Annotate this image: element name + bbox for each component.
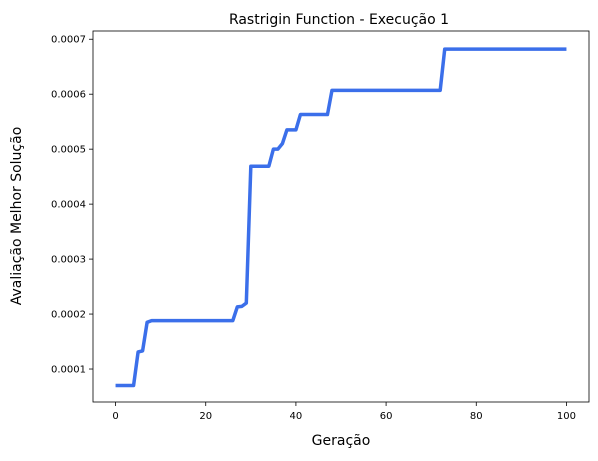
y-tick-label: 0.0004 [51, 200, 86, 211]
x-tick-label: 20 [199, 411, 212, 422]
x-tick-label: 40 [290, 411, 303, 422]
x-tick-label: 80 [470, 411, 483, 422]
x-axis-ticks: 0 20 40 60 80 100 [112, 402, 576, 422]
y-tick-label: 0.0007 [51, 35, 86, 46]
y-tick-label: 0.0001 [51, 365, 86, 376]
x-tick-label: 100 [557, 411, 576, 422]
x-tick-label: 60 [380, 411, 393, 422]
y-tick-label: 0.0006 [51, 90, 86, 101]
plot-frame [92, 30, 590, 403]
y-tick-label: 0.0005 [51, 145, 86, 156]
plot-lines [115, 47, 567, 388]
series-line [115, 47, 567, 388]
chart-title: Rastrigin Function - Execução 1 [229, 12, 449, 28]
y-tick-label: 0.0002 [51, 310, 86, 321]
x-tick-label: 0 [112, 411, 118, 422]
y-axis-ticks: 0.0001 0.0002 0.0003 0.0004 0.0005 0.0006 0.00… [51, 35, 93, 376]
plot-area [93, 31, 589, 402]
y-tick-label: 0.0003 [51, 255, 86, 266]
y-axis-label: Avaliação Melhor Solução [9, 127, 25, 306]
x-axis-label: Geração [312, 433, 371, 449]
